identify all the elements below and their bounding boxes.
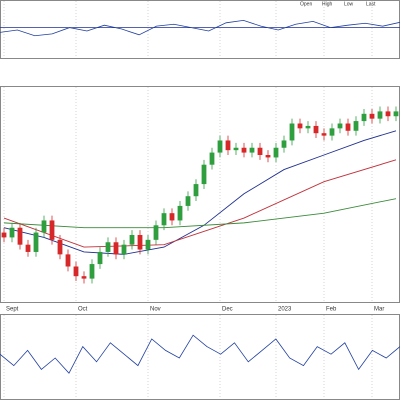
- x-tick-label: Dec: [222, 307, 233, 313]
- indicator-line: [0, 334, 400, 374]
- candle-body: [249, 147, 255, 153]
- candle-body: [337, 123, 343, 129]
- x-tick-label: Mar: [374, 307, 384, 313]
- candle-body: [9, 227, 15, 238]
- candle-body: [361, 113, 367, 122]
- candle-body: [161, 213, 167, 226]
- indicator-line: [0, 19, 400, 37]
- candle-body: [145, 239, 151, 250]
- candle-body: [273, 147, 279, 158]
- candle-body: [281, 140, 287, 148]
- ohlc-label: Open: [300, 1, 312, 7]
- moving-average: [3, 198, 397, 229]
- candle-body: [169, 213, 175, 221]
- candle-body: [57, 239, 63, 255]
- candle-body: [329, 128, 335, 136]
- candle-body: [89, 264, 95, 279]
- candle-body: [121, 244, 127, 255]
- candle-body: [353, 121, 359, 131]
- candle-body: [233, 147, 239, 151]
- candle-body: [17, 227, 23, 245]
- candle-body: [129, 234, 135, 245]
- ohlc-label: High: [322, 1, 333, 7]
- candle-body: [105, 242, 111, 252]
- candle-body: [345, 123, 351, 131]
- candle-body: [377, 111, 383, 119]
- x-tick-label: Nov: [150, 307, 161, 313]
- candle-body: [369, 113, 375, 119]
- candle-body: [305, 125, 311, 129]
- candle-body: [113, 242, 119, 255]
- x-tick-label: Oct: [78, 307, 88, 313]
- candle-body: [137, 234, 143, 250]
- candle-body: [185, 196, 191, 206]
- moving-average: [3, 130, 397, 255]
- candle-body: [41, 220, 47, 233]
- candle-body: [257, 147, 263, 156]
- moving-average: [3, 159, 397, 248]
- ohlc-label: Last: [366, 1, 376, 7]
- x-tick-label: 2023: [278, 307, 292, 313]
- candle-body: [217, 140, 223, 153]
- ohlc-label: Low: [344, 1, 354, 7]
- candle-body: [73, 266, 79, 277]
- candle-body: [241, 147, 247, 153]
- candle-body: [393, 111, 399, 117]
- candle-body: [313, 125, 319, 134]
- x-tick-label: Sept: [6, 307, 19, 313]
- candle-body: [153, 225, 159, 240]
- candle-body: [49, 220, 55, 240]
- candle-body: [385, 111, 391, 117]
- candle-body: [209, 152, 215, 165]
- candle-body: [193, 184, 199, 197]
- candle-body: [81, 276, 87, 279]
- candle-body: [297, 123, 303, 129]
- candle-body: [33, 232, 39, 252]
- bottom-panel: [0, 314, 400, 400]
- x-tick-label: Feb: [326, 307, 337, 313]
- candle-body: [177, 205, 183, 221]
- candle-body: [265, 155, 271, 158]
- candle-body: [201, 164, 207, 185]
- candle-body: [225, 140, 231, 151]
- candle-body: [65, 254, 71, 267]
- candle-body: [289, 123, 295, 141]
- candle-body: [321, 133, 327, 136]
- candle-body: [97, 251, 103, 265]
- candle-body: [25, 244, 31, 252]
- candle-body: [1, 232, 7, 238]
